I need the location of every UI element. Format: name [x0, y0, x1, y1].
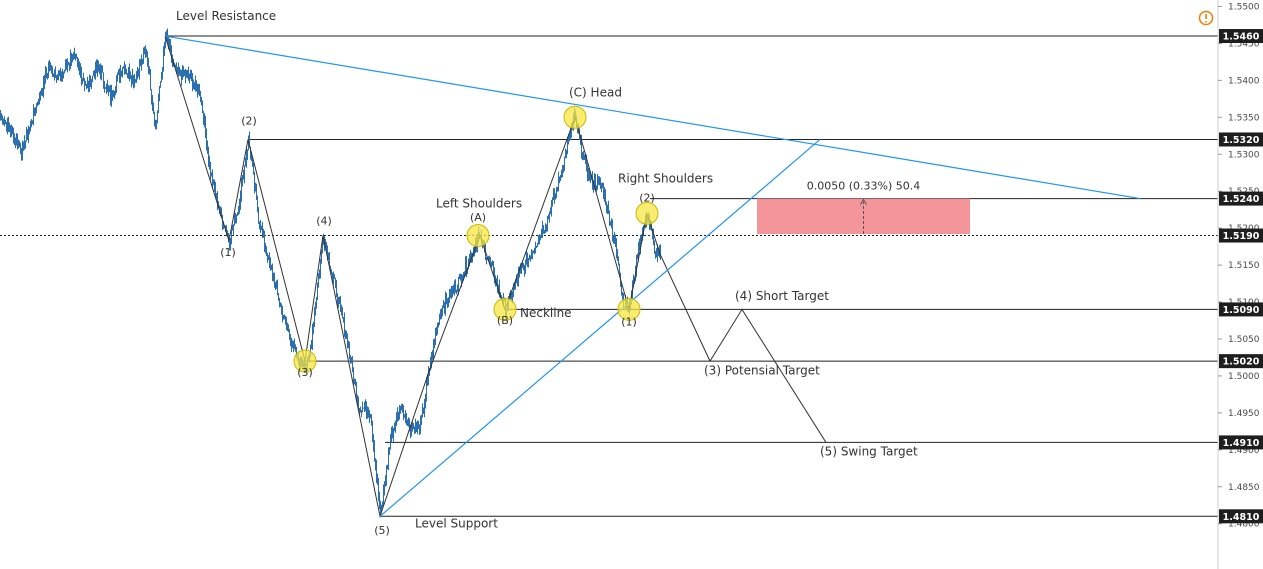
annotation-label: (4) Short Target: [735, 289, 829, 303]
annotation-label: (5) Swing Target: [820, 445, 918, 459]
axis-tick-label: 1.5300: [1228, 150, 1260, 160]
measure-arrow-head: [860, 198, 867, 205]
wave-label: (2): [241, 115, 257, 128]
resistance-trendline: [164, 35, 1141, 200]
warning-circle-icon[interactable]: [1198, 10, 1214, 26]
price-tag: [1219, 228, 1263, 243]
axis-tick-label: 1.4950: [1228, 409, 1260, 419]
price-tag: [1219, 509, 1263, 524]
price-tag: [1219, 191, 1263, 206]
pattern-point-circle: [293, 349, 317, 373]
axis-tick-label: 1.5000: [1228, 372, 1260, 382]
axis-tick-label: 1.4900: [1228, 446, 1260, 456]
annotation-label: Right Shoulders: [618, 171, 713, 185]
wave-label: (1): [621, 316, 637, 329]
annotation-label: (3) Potensial Target: [704, 363, 820, 377]
pattern-point-circle: [617, 297, 641, 321]
price-tag: [1219, 435, 1263, 450]
price-tag-label: 1.5020: [1223, 357, 1260, 368]
price-axis[interactable]: 1.55001.54501.54001.53501.53001.52501.52…: [1217, 0, 1263, 569]
annotation-label: Left Shoulders: [436, 196, 522, 210]
measure-layer: 0.0050 (0.33%) 50.4: [757, 178, 970, 235]
measure-label: 0.0050 (0.33%) 50.4: [807, 180, 921, 193]
axis-tick-label: 1.5400: [1228, 76, 1260, 86]
projection-path: [659, 253, 827, 443]
horizontal-levels-layer: [0, 35, 1218, 517]
axis-tick-label: 1.5450: [1228, 39, 1260, 49]
price-tag-label: 1.5190: [1223, 231, 1260, 242]
price-tag-label: 1.5240: [1223, 194, 1260, 205]
price-tag: [1219, 302, 1263, 317]
pattern-point-circle: [563, 105, 587, 129]
price-tag-label: 1.4910: [1223, 438, 1260, 449]
price-tag-label: 1.5090: [1223, 305, 1260, 316]
wave-label: (5): [374, 524, 390, 537]
price-tag: [1219, 132, 1263, 147]
warning-icon-dot: [1205, 20, 1207, 23]
wave-label: (3): [297, 366, 313, 379]
measure-label-bg: [801, 178, 926, 194]
annotation-label: Level Support: [415, 516, 498, 530]
price-tag: [1219, 354, 1263, 369]
wave-label: (B): [497, 314, 513, 327]
pattern-circles-layer: [293, 105, 659, 373]
support-trendline: [379, 139, 821, 517]
axis-tick-label: 1.4800: [1228, 520, 1260, 530]
elliott-wave-path: [164, 35, 661, 519]
axis-tick-label: 1.4850: [1228, 483, 1260, 493]
trendlines-layer: [164, 35, 1141, 517]
pattern-point-circle: [466, 224, 490, 248]
annotation-label: Level Resistance: [176, 9, 276, 23]
price-tag-label: 1.4810: [1223, 512, 1260, 523]
warning-icon-ring: [1198, 10, 1214, 26]
annotation-label: (C) Head: [569, 86, 622, 100]
axis-tick-label: 1.5150: [1228, 261, 1260, 271]
annotations-layer: Level Resistance (C) Head Left Shoulders Ri…: [176, 9, 918, 537]
candles-layer: [0, 28, 661, 517]
axis-tick-label: 1.5500: [1228, 2, 1260, 12]
price-tag-label: 1.5460: [1223, 32, 1260, 43]
wave-label: (1): [220, 246, 236, 259]
wave-label: (2): [639, 192, 655, 205]
price-tag-label: 1.5320: [1223, 135, 1260, 146]
pattern-point-circle: [493, 297, 517, 321]
annotation-label: Neckline: [520, 306, 572, 320]
wave-label: (A): [470, 211, 486, 224]
axis-tick-label: 1.5050: [1228, 335, 1260, 345]
price-tag: [1219, 29, 1263, 44]
wave-label: (4): [316, 214, 332, 227]
axis-tick-label: 1.5350: [1228, 113, 1260, 123]
pattern-point-circle: [635, 201, 659, 225]
